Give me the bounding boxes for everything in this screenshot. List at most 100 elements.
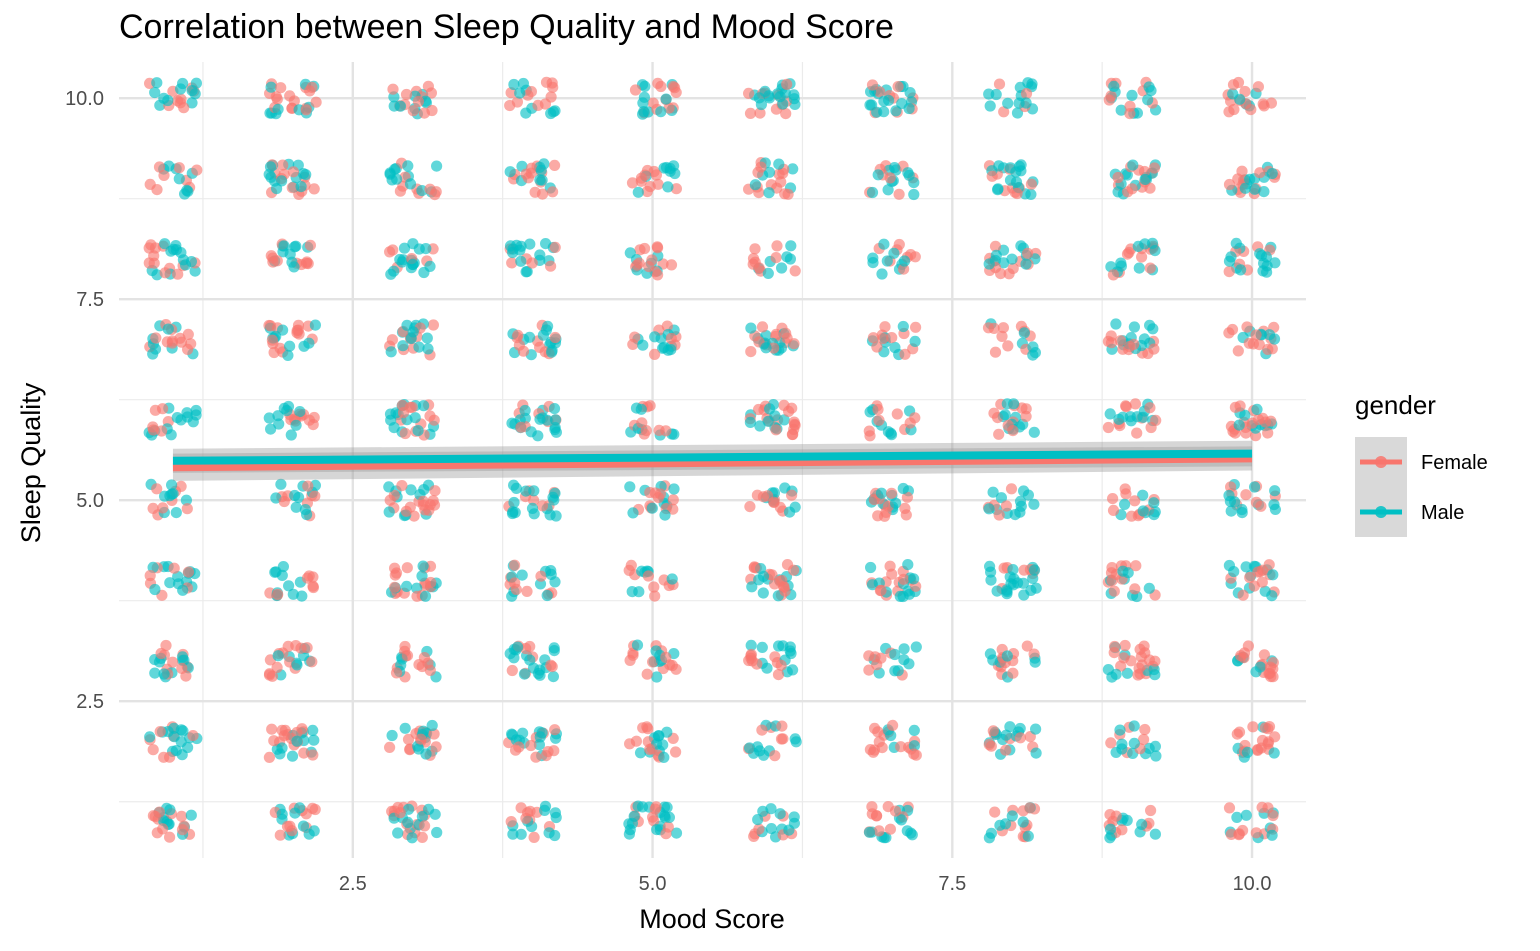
data-point: [668, 483, 680, 495]
data-point: [654, 488, 667, 500]
data-point: [1259, 416, 1272, 428]
data-point: [307, 749, 319, 761]
data-point: [158, 751, 170, 763]
data-point: [1233, 726, 1246, 738]
data-point: [623, 828, 636, 840]
data-point: [1108, 80, 1120, 92]
data-point: [1139, 173, 1151, 185]
data-point: [1264, 661, 1277, 673]
data-point: [386, 729, 398, 742]
data-point: [167, 656, 179, 668]
data-point: [1121, 814, 1133, 827]
data-point: [539, 804, 551, 817]
data-point: [186, 97, 198, 109]
data-point: [421, 332, 433, 344]
data-point: [144, 570, 156, 582]
data-point: [886, 487, 898, 499]
data-point: [1020, 258, 1032, 270]
data-point: [1223, 802, 1236, 814]
data-point: [1105, 337, 1118, 349]
data-point: [1233, 419, 1245, 431]
data-point: [273, 418, 285, 430]
data-point: [660, 93, 672, 105]
data-point: [402, 160, 414, 172]
data-point: [993, 509, 1005, 521]
data-point: [545, 91, 557, 103]
data-point: [164, 577, 176, 589]
data-point: [1145, 804, 1157, 817]
data-point: [1240, 809, 1252, 821]
data-point: [1257, 265, 1269, 277]
legend: gender Female Male: [1355, 390, 1488, 537]
data-point: [637, 722, 649, 734]
data-point: [875, 487, 888, 499]
data-point: [991, 585, 1003, 597]
data-point: [536, 188, 549, 200]
data-point: [670, 746, 682, 758]
data-point: [660, 828, 672, 840]
data-point: [989, 806, 1001, 818]
data-point: [886, 568, 898, 580]
data-point: [549, 159, 561, 171]
data-point: [185, 256, 197, 268]
data-point: [744, 501, 756, 513]
data-point: [745, 639, 757, 652]
data-point: [272, 588, 284, 600]
data-point: [761, 662, 773, 674]
data-point: [633, 586, 645, 598]
data-point: [397, 254, 409, 266]
data-point: [151, 483, 163, 495]
data-point: [787, 664, 799, 676]
data-point: [176, 824, 189, 836]
data-point: [1115, 335, 1127, 347]
data-point: [1238, 647, 1251, 659]
data-point: [1150, 414, 1162, 426]
data-point: [149, 667, 161, 679]
data-point: [418, 400, 430, 412]
data-point: [866, 79, 879, 91]
data-point: [528, 831, 540, 844]
data-point: [1252, 81, 1264, 93]
data-point: [1149, 828, 1161, 840]
data-point: [901, 491, 914, 503]
data-point: [1107, 493, 1119, 505]
data-point: [1000, 500, 1013, 512]
data-point: [748, 562, 760, 574]
data-point: [879, 510, 891, 522]
data-point: [1262, 343, 1274, 355]
data-point: [894, 590, 906, 603]
data-point: [186, 85, 198, 97]
data-point: [1016, 402, 1028, 414]
data-point: [661, 320, 673, 332]
data-point: [631, 259, 643, 271]
data-point: [1254, 661, 1266, 673]
data-point: [1143, 81, 1155, 93]
data-point: [1148, 162, 1160, 174]
data-point: [1122, 567, 1134, 579]
data-point: [779, 87, 791, 99]
data-point: [1128, 737, 1140, 750]
data-point: [626, 177, 639, 189]
data-point: [1223, 489, 1235, 502]
data-point: [151, 184, 163, 196]
data-point: [416, 831, 428, 844]
data-point: [1006, 810, 1018, 822]
data-point: [1020, 97, 1032, 109]
data-point: [1022, 830, 1034, 842]
data-point: [1244, 173, 1256, 185]
data-point: [867, 332, 880, 344]
data-point: [173, 173, 185, 185]
data-point: [866, 801, 878, 813]
data-point: [182, 566, 195, 578]
data-point: [749, 179, 762, 191]
data-point: [1225, 828, 1237, 841]
data-point: [670, 183, 683, 195]
data-point: [754, 107, 766, 119]
data-point: [908, 188, 920, 201]
data-point: [307, 571, 319, 583]
data-point: [172, 268, 184, 280]
data-point: [1228, 103, 1240, 116]
data-point: [272, 103, 284, 115]
data-point: [743, 87, 755, 99]
data-point: [1262, 427, 1274, 439]
